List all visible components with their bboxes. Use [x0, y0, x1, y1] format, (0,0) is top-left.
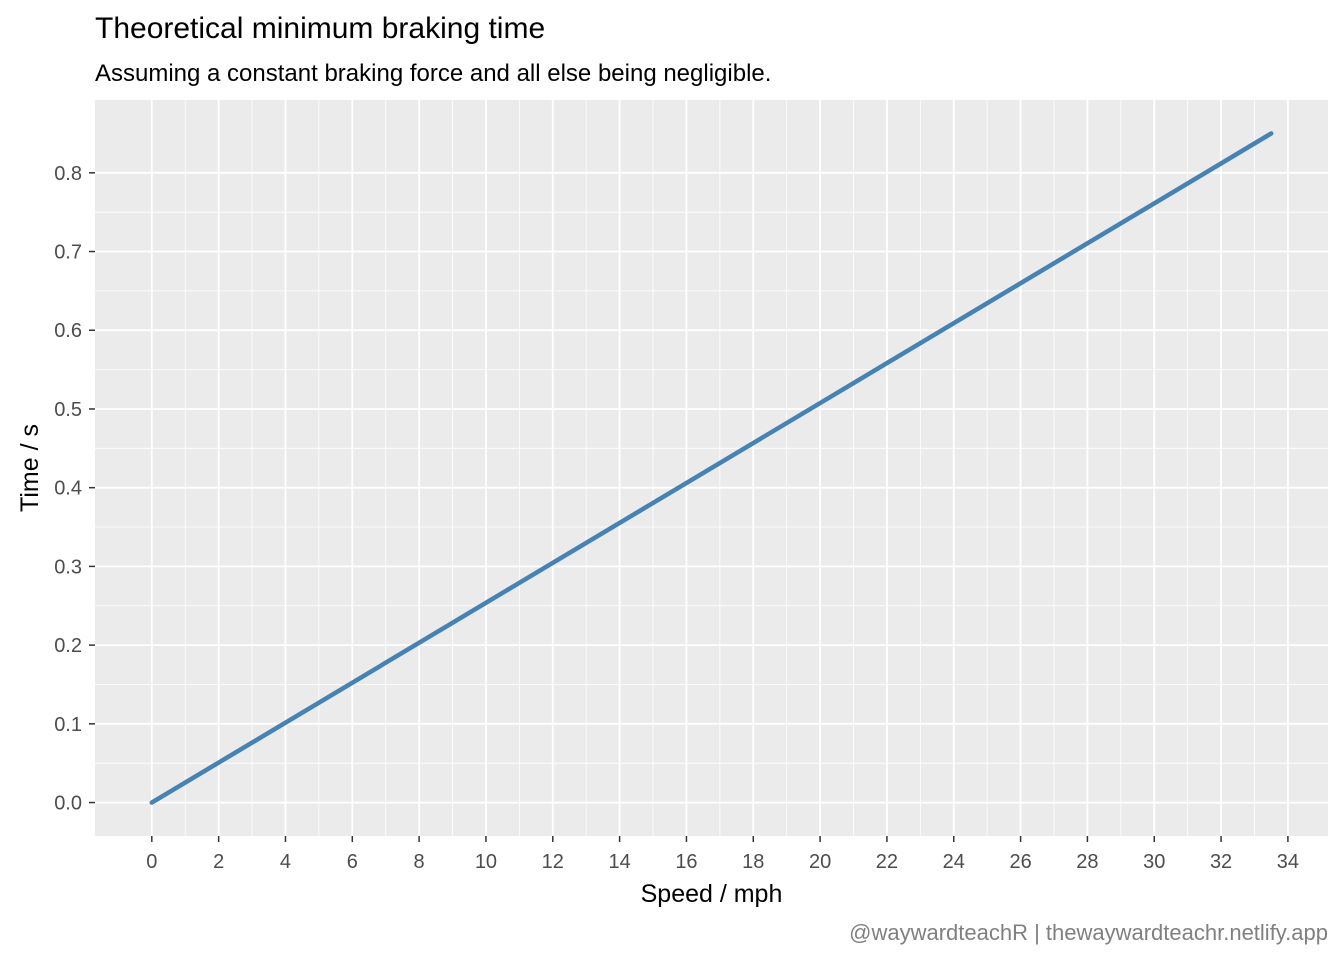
x-tick-label: 14 [608, 851, 630, 873]
x-tick-label: 18 [742, 851, 764, 873]
x-tick-label: 30 [1143, 851, 1165, 873]
x-tick-label: 24 [943, 851, 965, 873]
x-tick-label: 26 [1009, 851, 1031, 873]
x-tick-label: 6 [347, 851, 358, 873]
x-tick-label: 2 [213, 851, 224, 873]
chart-title: Theoretical minimum braking time [95, 12, 546, 45]
x-tick-label: 20 [809, 851, 831, 873]
x-tick-label: 8 [414, 851, 425, 873]
y-tick-label: 0.8 [54, 163, 82, 185]
y-tick-label: 0.4 [54, 478, 82, 500]
y-tick-label: 0.5 [54, 399, 82, 421]
y-tick-label: 0.1 [54, 714, 82, 736]
chart-caption: @waywardteachR | thewaywardteachr.netlif… [849, 920, 1328, 945]
x-tick-label: 16 [675, 851, 697, 873]
series-line [149, 131, 1274, 805]
x-tick-label: 4 [280, 851, 291, 873]
x-tick-label: 28 [1076, 851, 1098, 873]
chart-subtitle: Assuming a constant braking force and al… [95, 60, 772, 87]
x-tick-label: 0 [146, 851, 157, 873]
y-axis-title: Time / s [16, 424, 44, 512]
x-tick-label: 10 [475, 851, 497, 873]
y-tick-label: 0.0 [54, 793, 82, 815]
x-tick-label: 22 [876, 851, 898, 873]
y-tick-label: 0.7 [54, 242, 82, 264]
x-tick-label: 12 [542, 851, 564, 873]
x-tick-label: 34 [1277, 851, 1299, 873]
x-tick-label: 32 [1210, 851, 1232, 873]
y-tick-label: 0.3 [54, 556, 82, 578]
y-tick-label: 0.2 [54, 635, 82, 657]
y-tick-label: 0.6 [54, 320, 82, 342]
x-axis-title: Speed / mph [641, 880, 783, 908]
